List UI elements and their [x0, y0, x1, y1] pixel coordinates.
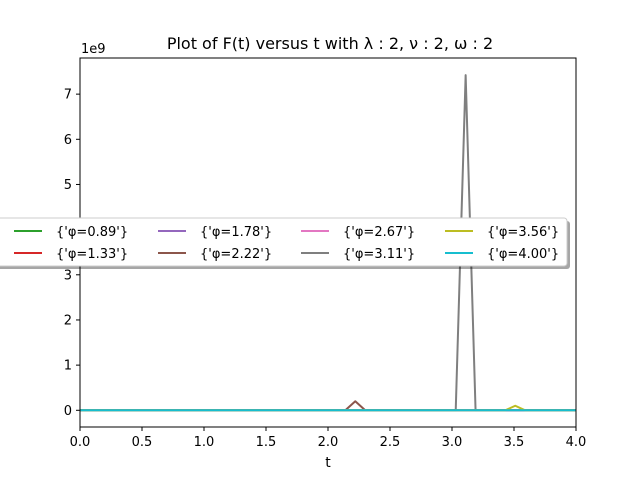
x-axis: 0.0 0.5 1.0 1.5 2.0 2.5 3.0 3.5 4.0 [70, 427, 587, 450]
x-tick-label: 0.5 [132, 435, 153, 450]
y-tick-label: 1 [64, 359, 72, 374]
x-tick-label: 1.5 [256, 435, 277, 450]
y-tick-label: 2 [64, 313, 72, 328]
legend-label-1: {'φ=0.89'} [56, 225, 128, 240]
legend-label-7: {'φ=3.56'} [487, 225, 559, 240]
y-axis-offset-label: 1e9 [81, 42, 106, 57]
x-tick-label: 2.5 [380, 435, 401, 450]
legend: {'φ=0.89'} {'φ=1.33'} {'φ=1.78'} {'φ=2.22'}… [0, 217, 570, 269]
x-tick-label: 0.0 [70, 435, 91, 450]
series-layer [80, 74, 576, 412]
x-tick-label: 1.0 [194, 435, 215, 450]
chart-title: Plot of F(t) versus t with λ : 2, ν : 2,… [167, 34, 493, 53]
x-axis-label: t [325, 455, 331, 471]
y-tick-label: 6 [64, 133, 72, 148]
legend-label-6: {'φ=3.11'} [343, 247, 415, 262]
legend-label-5: {'φ=2.67'} [343, 225, 415, 240]
legend-label-8: {'φ=4.00'} [487, 247, 559, 262]
y-tick-label: 7 [64, 88, 72, 103]
legend-label-2: {'φ=1.33'} [56, 247, 128, 262]
y-tick-label: 0 [64, 404, 72, 419]
x-tick-label: 3.0 [442, 435, 463, 450]
y-tick-label: 3 [64, 268, 72, 283]
x-tick-label: 4.0 [566, 435, 587, 450]
x-tick-label: 3.5 [504, 435, 525, 450]
legend-box [0, 217, 568, 267]
legend-label-3: {'φ=1.78'} [200, 225, 272, 240]
y-tick-label: 5 [64, 178, 72, 193]
legend-label-4: {'φ=2.22'} [200, 247, 272, 262]
x-tick-label: 2.0 [318, 435, 339, 450]
